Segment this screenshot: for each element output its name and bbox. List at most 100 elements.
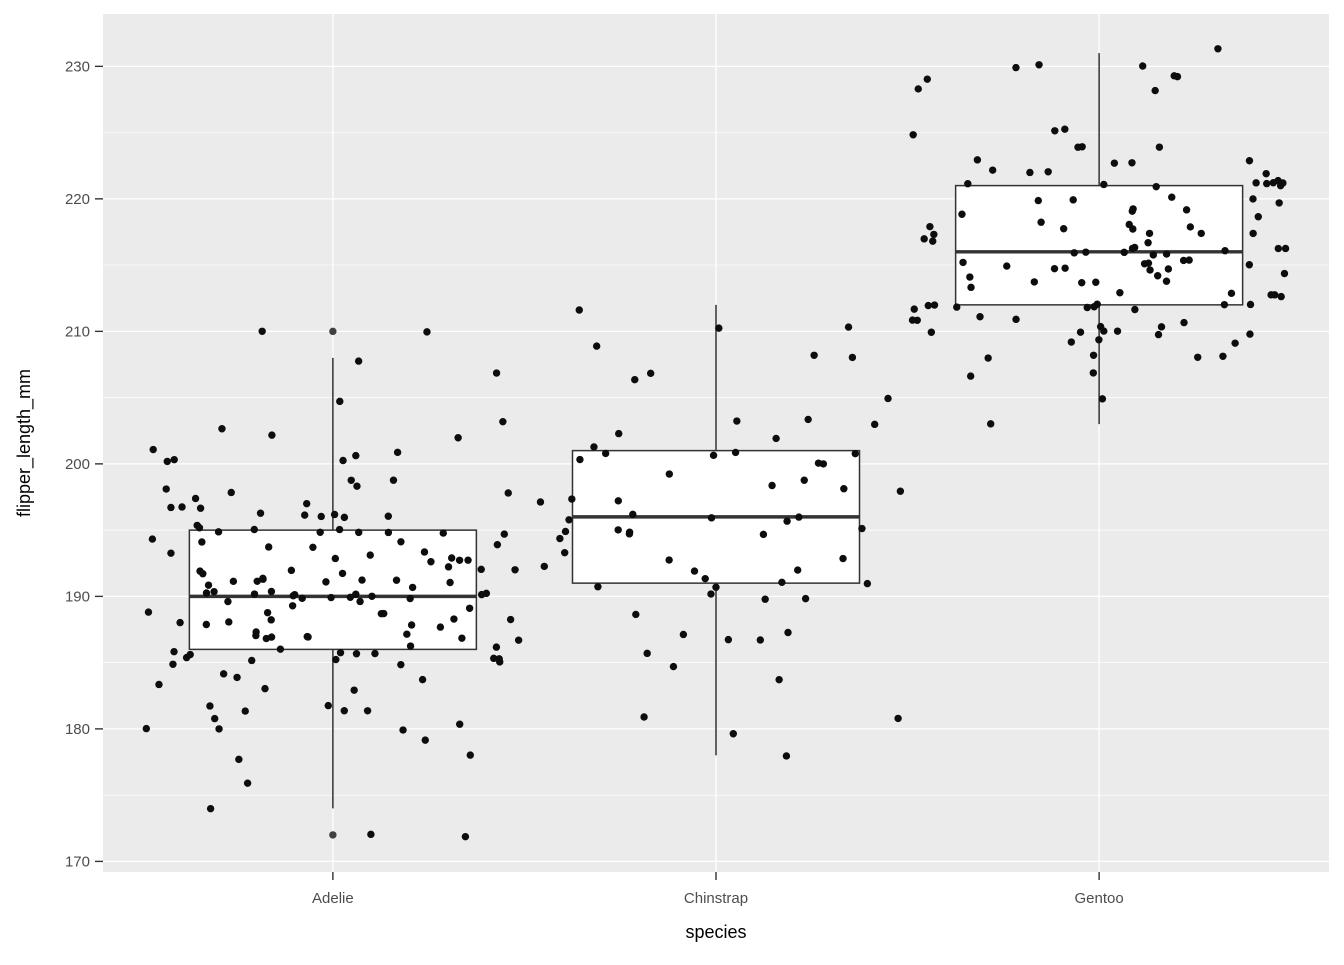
data-point [169, 660, 177, 668]
data-point [1220, 300, 1229, 309]
data-point [958, 210, 966, 218]
y-tick-label: 180 [65, 721, 90, 738]
data-point [300, 511, 309, 519]
data-point [198, 538, 206, 546]
data-point [1182, 206, 1191, 214]
data-point [148, 535, 157, 543]
data-point [455, 556, 464, 564]
data-point [170, 647, 178, 656]
data-point [967, 283, 975, 292]
data-point [339, 456, 347, 465]
data-point [643, 649, 651, 658]
data-point [615, 429, 623, 438]
data-point [327, 593, 335, 602]
data-point [340, 707, 348, 715]
data-point [399, 726, 407, 734]
data-point [276, 645, 285, 653]
data-point [492, 369, 501, 377]
data-point [987, 420, 995, 428]
data-point [268, 431, 276, 439]
data-point [840, 485, 848, 493]
data-point [1078, 279, 1086, 287]
data-point [1037, 218, 1045, 226]
data-point [336, 397, 344, 406]
data-point [423, 328, 431, 336]
jitter-points-layer [142, 45, 1290, 841]
data-point [229, 577, 238, 586]
data-point [397, 660, 405, 669]
x-tick-label: Adelie [312, 890, 354, 907]
data-point [724, 635, 733, 644]
data-point [761, 595, 769, 603]
data-point [896, 487, 905, 495]
data-point [1116, 289, 1124, 297]
data-point [1162, 250, 1171, 258]
data-point [973, 156, 982, 164]
data-point [253, 577, 261, 585]
data-point [1026, 168, 1034, 177]
data-point [352, 590, 360, 598]
data-point [1249, 229, 1257, 238]
data-point [380, 609, 388, 618]
data-point [332, 655, 340, 664]
data-point [241, 707, 249, 715]
data-point [731, 448, 740, 457]
data-point [495, 655, 503, 663]
data-point [594, 583, 602, 591]
data-point [514, 636, 523, 644]
data-point [454, 434, 462, 442]
data-point [384, 512, 392, 520]
data-point [267, 616, 275, 624]
data-point [715, 324, 723, 332]
data-point [492, 643, 501, 651]
data-point [1173, 72, 1182, 81]
data-point [1051, 127, 1059, 135]
data-point [511, 566, 519, 574]
data-point [927, 328, 936, 336]
data-point [1076, 328, 1085, 336]
x-axis-ticks: Adelie Chinstrap Gentoo [312, 872, 1124, 907]
data-point [219, 670, 228, 678]
data-point [403, 630, 411, 638]
data-point [679, 630, 688, 639]
data-point [576, 455, 584, 464]
data-point [1146, 266, 1154, 274]
data-point [782, 752, 791, 760]
data-point [461, 832, 470, 841]
data-point [1274, 244, 1282, 253]
data-point [224, 597, 232, 606]
data-point [477, 590, 486, 599]
data-point [162, 485, 170, 493]
data-point [303, 632, 311, 641]
data-point [227, 488, 235, 497]
data-point [256, 509, 265, 517]
data-point [1245, 157, 1254, 165]
data-point [930, 230, 938, 239]
data-point [1083, 303, 1091, 312]
data-point [1179, 256, 1188, 265]
data-point [243, 779, 252, 787]
data-point [506, 615, 515, 624]
data-point [303, 499, 311, 508]
data-point [458, 634, 466, 642]
data-point [144, 608, 153, 616]
data-point [1113, 327, 1122, 335]
data-point [920, 235, 928, 243]
boxplots-layer [188, 53, 1244, 839]
data-point [1262, 169, 1270, 178]
data-point [233, 673, 241, 682]
data-point [407, 621, 416, 629]
data-point [352, 451, 360, 460]
data-point [908, 316, 917, 324]
data-point [1012, 63, 1020, 72]
data-point [309, 543, 317, 552]
data-point [371, 649, 379, 658]
data-point [701, 574, 709, 583]
data-point [858, 524, 866, 533]
y-tick-label: 170 [65, 853, 90, 870]
data-point [1153, 272, 1162, 280]
iqr-box [954, 184, 1244, 306]
data-point [259, 574, 267, 583]
data-point [1164, 265, 1173, 273]
